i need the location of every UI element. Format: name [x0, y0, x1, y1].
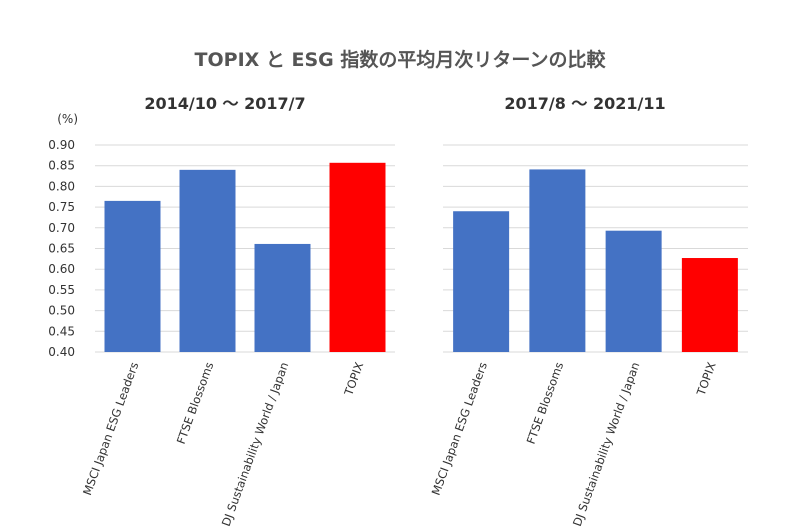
- category-label: MSCI Japan ESG Leaders: [80, 360, 141, 497]
- category-label: FTSE Blossoms: [524, 360, 567, 446]
- y-tick-label: 0.55: [48, 283, 75, 297]
- bar-dj-sustainability-world-japan: [254, 243, 311, 352]
- category-label: DJ Sustainability World / Japan: [570, 360, 643, 528]
- y-tick-label: 0.65: [48, 242, 75, 256]
- category-label: TOPIX: [341, 360, 366, 398]
- chart-subtitle: 2017/8 〜 2021/11: [504, 94, 665, 113]
- bar-dj-sustainability-world-japan: [605, 230, 662, 352]
- bar-ftse-blossoms: [179, 169, 236, 352]
- chart-panel-1: 2014/10 〜 2017/7 0.40 0.45 0.50 0.55 0.60 0.65…: [48, 94, 395, 528]
- y-tick-label: 0.40: [48, 345, 75, 359]
- bar-ftse-blossoms: [529, 169, 586, 352]
- category-label: FTSE Blossoms: [174, 360, 217, 446]
- category-label: MSCI Japan ESG Leaders: [429, 360, 490, 497]
- chart-title: TOPIX と ESG 指数の平均月次リターンの比較: [195, 48, 607, 71]
- category-label: DJ Sustainability World / Japan: [219, 360, 292, 528]
- y-tick-label: 0.70: [48, 221, 75, 235]
- chart-panel-2: 2017/8 〜 2021/11 MSCI Japan ESG Leaders FT…: [429, 94, 748, 528]
- y-tick-label: 0.75: [48, 200, 75, 214]
- y-tick-label: 0.45: [48, 324, 75, 338]
- bar-msci-japan-esg-leaders: [453, 211, 510, 352]
- y-tick-label: 0.85: [48, 159, 75, 173]
- chart-subtitle: 2014/10 〜 2017/7: [144, 94, 305, 113]
- y-tick-label: 0.80: [48, 179, 75, 193]
- y-unit-label: (%): [57, 112, 78, 126]
- bar-topix: [329, 162, 386, 352]
- charts-group: 2014/10 〜 2017/7 0.40 0.45 0.50 0.55 0.60 0.65…: [48, 94, 748, 528]
- y-tick-label: 0.60: [48, 262, 75, 276]
- bar-topix: [681, 258, 738, 352]
- bar-msci-japan-esg-leaders: [104, 200, 161, 352]
- category-label: TOPIX: [693, 360, 718, 398]
- y-tick-label: 0.90: [48, 138, 75, 152]
- y-tick-label: 0.50: [48, 304, 75, 318]
